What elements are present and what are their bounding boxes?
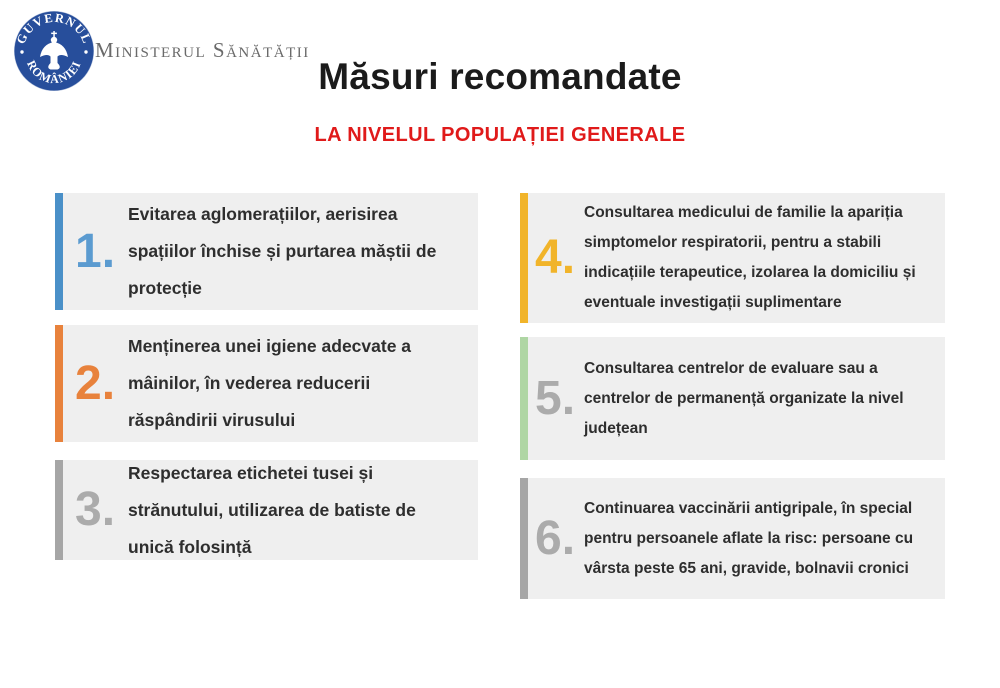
eagle-emblem-icon — [40, 31, 68, 70]
measure-number: 2. — [75, 356, 116, 410]
measure-card-6: 6. Continuarea vaccinării antigripale, î… — [520, 478, 945, 599]
ministry-name: Ministerul Sănătății — [95, 38, 310, 62]
measure-text: Respectarea etichetei tusei și strănutul… — [128, 462, 416, 557]
measure-text: Consultarea centrelor de evaluare sau a … — [584, 359, 904, 437]
measure-number: 5. — [535, 371, 576, 425]
measure-card-4: 4. Consultarea medicului de familie la a… — [520, 193, 945, 323]
measure-text: Continuarea vaccinării antigripale, în s… — [584, 499, 914, 577]
measure-text: Consultarea medicului de familie la apar… — [584, 204, 916, 311]
measure-card-1: 1. Evitarea aglomerațiilor, aerisirea sp… — [55, 193, 478, 310]
measure-card-2: 2. Menținerea unei igiene adecvate a mâi… — [55, 325, 478, 442]
page-title: Măsuri recomandate — [318, 56, 682, 97]
measure-number: 1. — [75, 224, 116, 278]
measure-text: Evitarea aglomerațiilor, aerisirea spați… — [128, 204, 437, 298]
guvernul-romaniei-logo: GUVERNUL ROMÂNIEI — [13, 10, 95, 92]
measure-number: 3. — [75, 483, 116, 536]
measure-number: 4. — [535, 231, 576, 284]
badge-outer-ring — [13, 10, 95, 92]
measure-card-5: 5. Consultarea centrelor de evaluare sau… — [520, 337, 945, 460]
page-subtitle: LA NIVELUL POPULAȚIEI GENERALE — [314, 124, 686, 146]
badge-dot-left — [20, 50, 24, 54]
measure-card-3: 3. Respectarea etichetei tusei și strănu… — [55, 460, 478, 560]
badge-dot-right — [84, 50, 88, 54]
measure-number: 6. — [535, 511, 576, 565]
measure-text: Menținerea unei igiene adecvate a mâinil… — [128, 336, 412, 430]
